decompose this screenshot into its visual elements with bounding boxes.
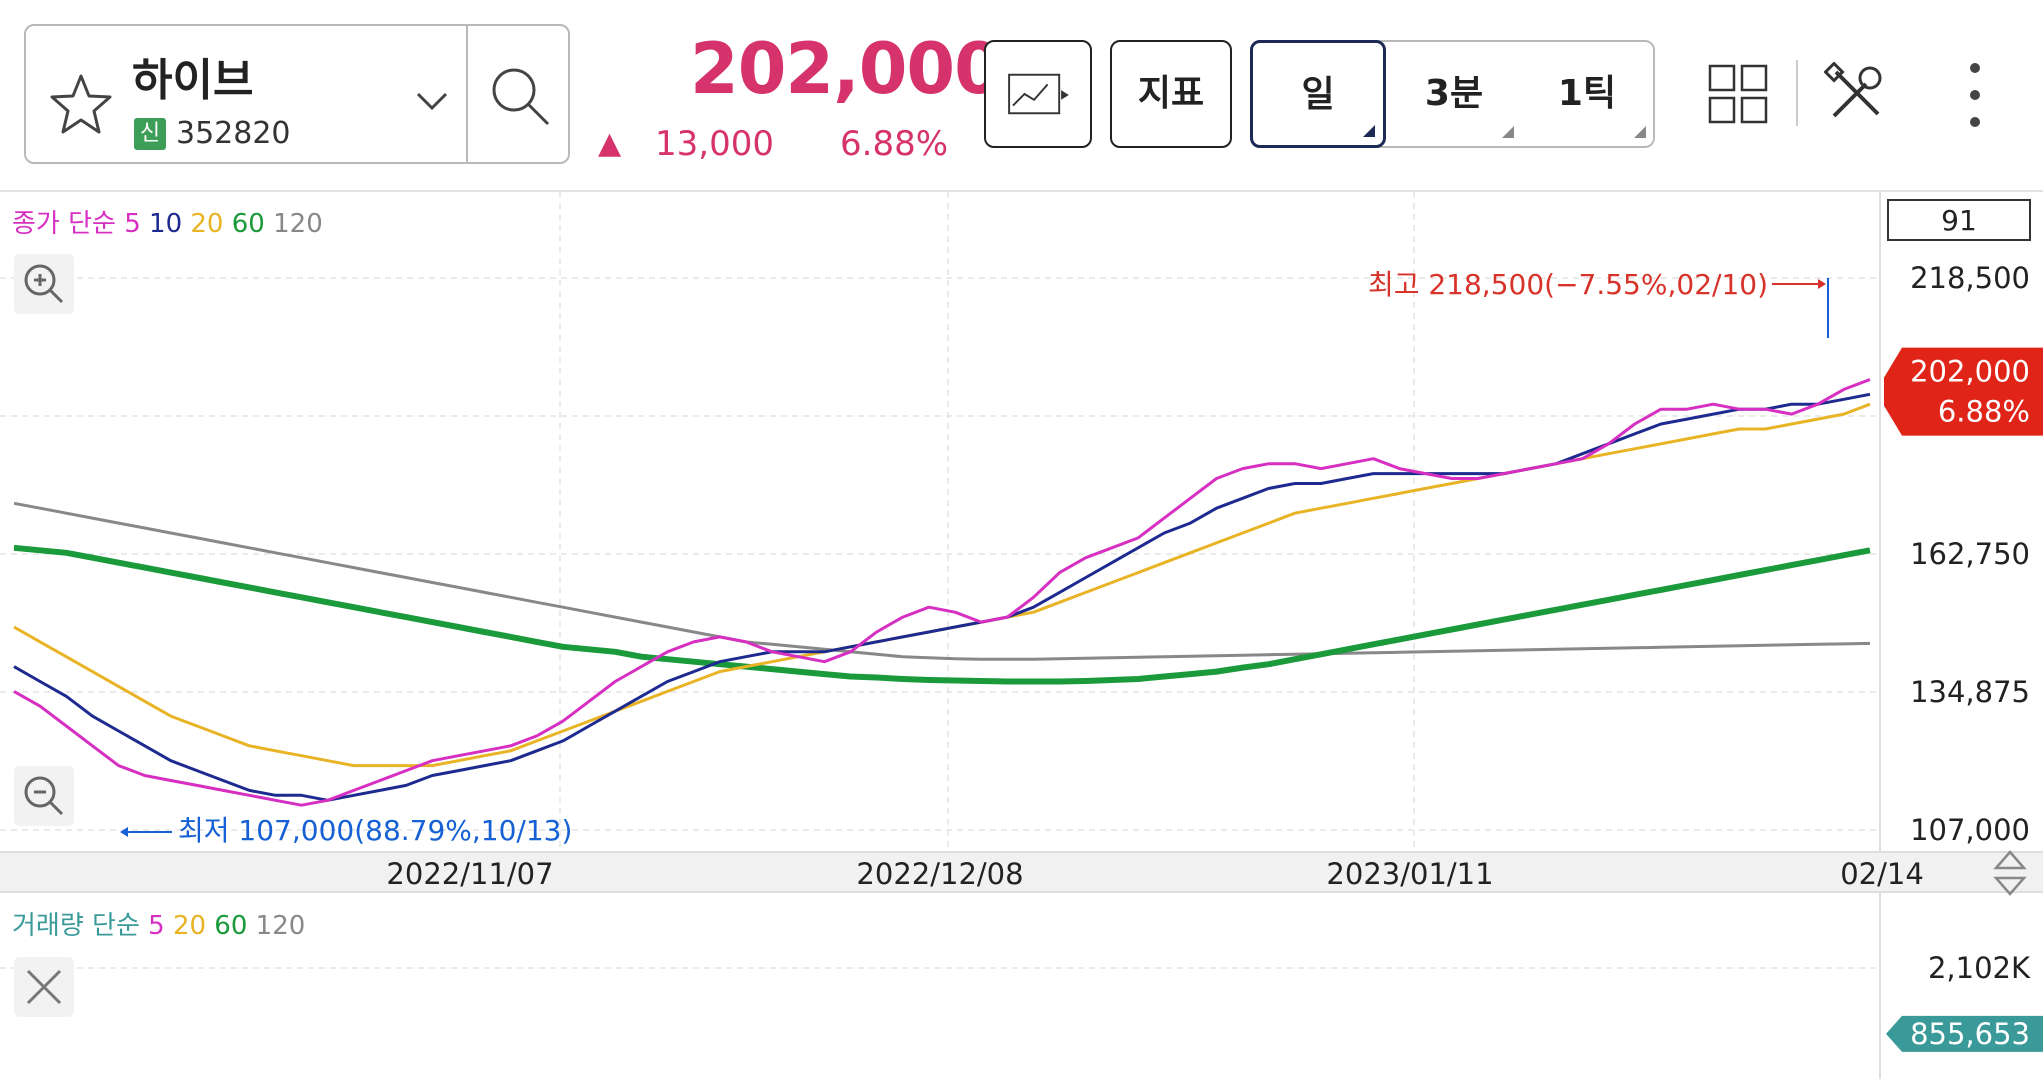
layout-grid-icon[interactable] <box>1708 64 1768 124</box>
x-tick-label: 2022/11/07 <box>386 857 553 891</box>
current-price-tag <box>1884 347 2043 436</box>
zoom-out-icon[interactable] <box>14 766 74 826</box>
chart-legend: 종가 단순 5 10 20 60 120 <box>12 209 323 239</box>
max-label: 최고 218,500(−7.55%,02/10) <box>1368 268 1768 301</box>
tab-period-1tick[interactable]: 1틱 <box>1520 42 1654 146</box>
new-badge: 신 <box>134 118 166 150</box>
legend-item: 120 <box>265 209 323 239</box>
volume-legend: 거래량 단순 5 20 60 120 <box>12 911 305 941</box>
current-price-tag-value: 202,000 <box>1910 355 2030 389</box>
more-vert-icon[interactable] <box>1962 60 1988 130</box>
stock-code: 352820 <box>176 116 291 151</box>
min-label: 최저 107,000(88.79%,10/13) <box>178 814 572 847</box>
volume-max-label: 2,102K <box>1928 951 2031 985</box>
x-axis-band <box>0 852 2043 892</box>
search-icon[interactable] <box>486 62 556 132</box>
legend-item: 5 <box>116 209 141 239</box>
volume-tag-value: 855,653 <box>1910 1017 2030 1051</box>
price-change: 13,000 <box>655 124 774 164</box>
chevron-down-icon[interactable] <box>412 86 452 116</box>
tools-icon[interactable] <box>1824 62 1888 126</box>
current-price-tag-pct: 6.88% <box>1938 395 2030 429</box>
tab-label: 3분 <box>1424 73 1484 114</box>
scroll-arrows-icon[interactable] <box>1990 848 2030 898</box>
count-box-value: 91 <box>1941 204 1977 237</box>
current-price: 202,000 <box>690 28 1003 110</box>
tab-period-day[interactable]: 일 <box>1250 40 1386 148</box>
legend-item: 60 <box>223 209 264 239</box>
max-arrow-head <box>1818 279 1826 289</box>
y-tick-label: 107,000 <box>1910 813 2030 847</box>
up-arrow-icon: ▲ <box>598 126 622 161</box>
legend-item: 120 <box>247 911 305 941</box>
corner-mark <box>1363 125 1375 137</box>
tab-label: 일 <box>1301 74 1335 115</box>
ma-line-5 <box>13 378 1871 807</box>
legend-item: 5 <box>140 911 165 941</box>
stock-selector[interactable]: 하이브 신 352820 <box>24 24 570 164</box>
legend-item: 20 <box>182 209 223 239</box>
corner-mark <box>1634 126 1646 138</box>
price-change-pct: 6.88% <box>840 124 949 164</box>
legend-item: 10 <box>141 209 182 239</box>
legend-item: 거래량 단순 <box>12 911 140 941</box>
y-tick-label: 218,500 <box>1910 261 2030 295</box>
corner-mark <box>1502 126 1514 138</box>
stock-name: 하이브 <box>132 55 254 106</box>
y-tick-label: 162,750 <box>1910 537 2030 571</box>
tab-label: 1틱 <box>1557 73 1617 114</box>
ma-line-20 <box>13 402 1871 768</box>
header-bar: 하이브 신 352820 202,000 ▲ 13,000 6.88% 지표 일… <box>0 0 2043 190</box>
chart-type-button[interactable] <box>984 40 1092 148</box>
volume-tag <box>1886 1015 2043 1052</box>
legend-item: 60 <box>206 911 247 941</box>
x-tick-label: 02/14 <box>1840 857 1924 891</box>
period-selector: 일 3분 1틱 <box>1250 40 1655 148</box>
divider <box>0 190 2043 192</box>
divider <box>1796 60 1798 126</box>
x-tick-label: 2022/12/08 <box>856 857 1023 891</box>
close-icon[interactable] <box>14 957 74 1017</box>
min-arrow-head <box>120 827 128 837</box>
indicator-button[interactable]: 지표 <box>1110 40 1232 148</box>
divider <box>466 26 468 162</box>
x-tick-label: 2023/01/11 <box>1326 857 1493 891</box>
ma-line-120 <box>13 501 1871 661</box>
chart-type-icon <box>1008 73 1069 115</box>
tab-period-3min[interactable]: 3분 <box>1386 42 1522 146</box>
count-box <box>1887 199 2031 241</box>
ma-line-60 <box>13 544 1871 685</box>
zoom-in-icon[interactable] <box>14 254 74 314</box>
star-icon[interactable] <box>46 70 116 140</box>
legend-item: 20 <box>165 911 206 941</box>
legend-item: 종가 단순 <box>12 209 116 239</box>
stock-chart[interactable]: 종가 단순 5 10 20 60 12091218,500190,625162,… <box>0 192 2043 1079</box>
y-tick-label: 134,875 <box>1910 675 2030 709</box>
